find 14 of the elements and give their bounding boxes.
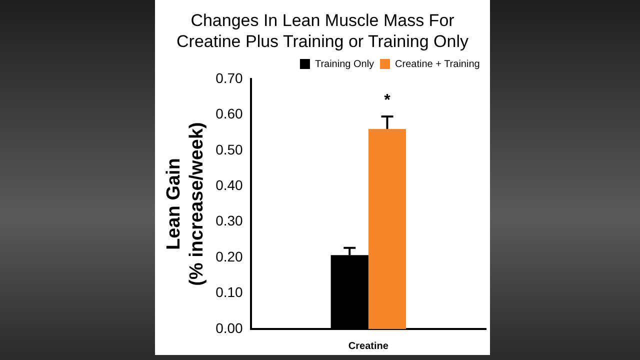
y-tick-label: 0.50: [216, 141, 244, 158]
annotation: *: [384, 92, 392, 109]
y-tick-label: 0.40: [216, 177, 244, 193]
x-tick-label: Creatine: [348, 340, 389, 352]
y-tick-label: 0.30: [216, 212, 244, 229]
y-tick-label: 0.20: [216, 248, 244, 264]
y-tick-label: 0.70: [216, 70, 244, 86]
y-tick-label: 0.00: [216, 320, 244, 336]
y-tick-label: 0.60: [216, 106, 244, 122]
chart-title: Changes In Lean Muscle Mass For Creatine Plus Training or Training Only: [176, 10, 470, 52]
legend-label: Creatine + Training: [395, 58, 480, 70]
y-tick-label: 0.10: [216, 284, 244, 300]
legend-label: Training Only: [314, 58, 374, 70]
y-axis-title: Lean Gain (% increase/week): [164, 122, 208, 286]
